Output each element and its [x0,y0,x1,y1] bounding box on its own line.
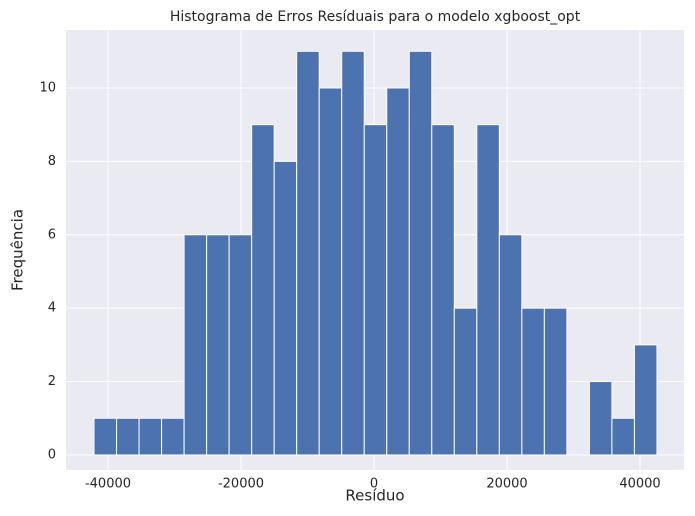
bar [453,307,478,456]
y-axis-label: Frequência [9,209,27,291]
bar [341,50,365,456]
bar [183,234,208,456]
bar [633,344,658,456]
x-tick-label: 20000 [486,477,527,492]
bar [363,124,388,456]
bar [161,417,185,456]
x-tick-label: -20000 [218,477,264,492]
bar [521,307,545,456]
bar [206,234,230,456]
y-tick-label: 8 [48,154,56,169]
chart-title: Histograma de Erros Resíduais para o mod… [170,9,581,25]
bar [273,160,298,456]
bar [543,307,568,456]
x-tick-label: -40000 [85,477,131,492]
bar [318,87,343,456]
y-tick-label: 0 [48,447,56,462]
y-tick-label: 2 [48,374,56,389]
bar [386,87,410,456]
bar [296,50,320,456]
bar [431,124,455,456]
bar [93,417,118,456]
x-tick-label: 0 [370,477,378,492]
bar [228,234,253,456]
x-tick-label: 40000 [619,477,660,492]
bar [498,234,523,456]
bar [611,417,635,456]
y-tick-label: 6 [48,227,56,242]
y-tick-label: 4 [48,301,56,316]
bar [251,124,275,456]
bar [408,50,433,456]
bar [138,417,163,456]
y-tick-label: 10 [39,80,56,95]
x-axis-label: Resíduo [345,487,404,505]
bar [588,381,613,456]
bar [476,124,500,456]
bar [116,417,140,456]
